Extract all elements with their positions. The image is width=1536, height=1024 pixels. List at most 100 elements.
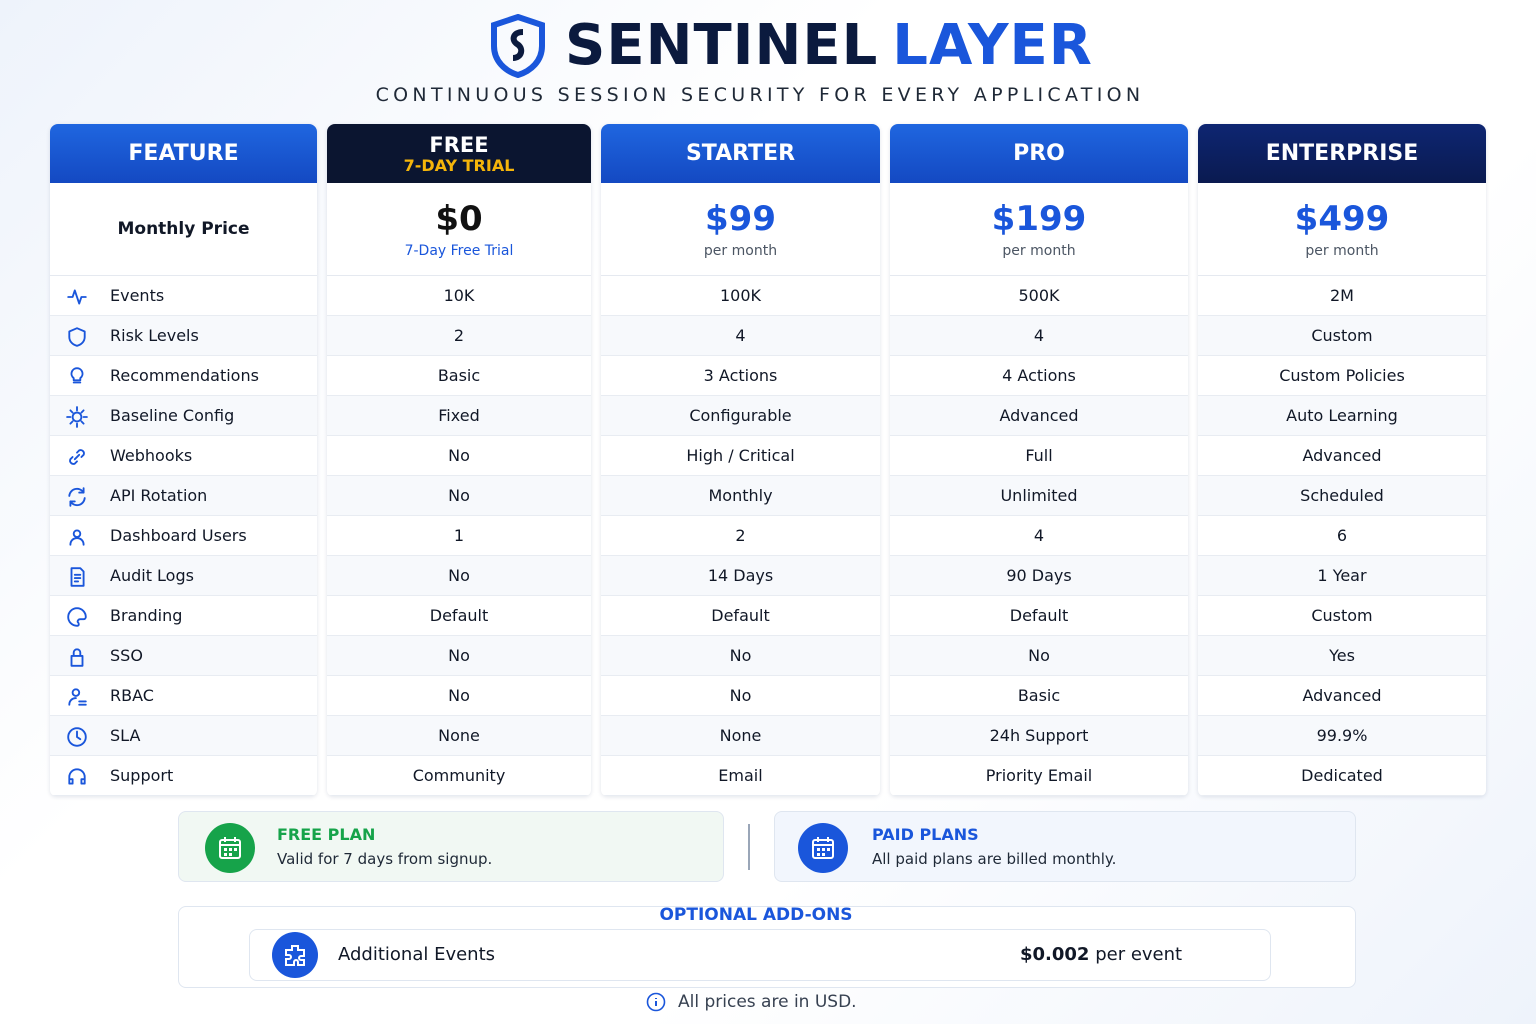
- icon: [272, 932, 318, 978]
- feature-cell: SSO: [50, 636, 317, 676]
- brand-part: SENTINEL: [565, 13, 879, 78]
- value-cell: Default: [890, 596, 1188, 636]
- value-cell: 10K: [327, 276, 591, 316]
- price-cell: $99 per month: [601, 183, 880, 276]
- addon-price: $0.002 per event: [1020, 944, 1182, 965]
- plan-column: FREE 7-DAY TRIAL $0 7-Day Free Trial 10K 2 Bas…: [327, 124, 591, 796]
- value-cell: Basic: [327, 356, 591, 396]
- value-cell: No: [890, 636, 1188, 676]
- feature-cell: Baseline Config: [50, 396, 317, 436]
- price-note: per month: [1305, 243, 1379, 259]
- column-header: FEATURE: [50, 124, 317, 183]
- brand: SENTINEL LAYER: [565, 14, 1093, 78]
- price-label: Monthly Price: [117, 219, 250, 239]
- plan-column: PRO $199 per month 500K 4 4 Actions Advanced Fu…: [890, 124, 1188, 796]
- feature-icon: [67, 607, 87, 627]
- value-cell: 2M: [1198, 276, 1486, 316]
- footer: All prices are in USD.: [646, 992, 857, 1012]
- price-amount: $0: [435, 199, 483, 239]
- price-amount: $499: [1294, 199, 1390, 239]
- feature-icon: [68, 487, 86, 507]
- column-title: STARTER: [685, 141, 796, 166]
- value-cell: Email: [601, 756, 880, 796]
- feature-icon: [69, 529, 85, 546]
- value-cell: No: [601, 676, 880, 716]
- feature-cell: Audit Logs: [50, 556, 317, 596]
- column-title: PRO: [1013, 141, 1065, 166]
- value-cell: 24h Support: [890, 716, 1188, 756]
- column-header: PRO: [890, 124, 1188, 183]
- column-header: STARTER: [601, 124, 880, 183]
- value-cell: Default: [601, 596, 880, 636]
- feature-icon: [70, 648, 84, 667]
- value-cell: Yes: [1198, 636, 1486, 676]
- column-title: FEATURE: [128, 141, 239, 166]
- value-cell: No: [327, 636, 591, 676]
- feature-icon: [68, 688, 87, 706]
- feature-icon: [70, 367, 84, 384]
- value-cell: Full: [890, 436, 1188, 476]
- logo: [491, 14, 545, 78]
- price-note: 7-Day Free Trial: [404, 243, 514, 259]
- feature-cell: Webhooks: [50, 436, 317, 476]
- feature-icon: [70, 567, 85, 587]
- value-cell: 3 Actions: [601, 356, 880, 396]
- value-cell: Custom Policies: [1198, 356, 1486, 396]
- value-cell: 4: [601, 316, 880, 356]
- price-cell: $0 7-Day Free Trial: [327, 183, 591, 276]
- value-cell: 4: [890, 316, 1188, 356]
- addon-row: Additional Events $0.002 per event: [249, 929, 1271, 981]
- value-cell: None: [601, 716, 880, 756]
- feature-cell: SLA: [50, 716, 317, 756]
- value-cell: 90 Days: [890, 556, 1188, 596]
- value-cell: Advanced: [1198, 436, 1486, 476]
- price-cell: $499 per month: [1198, 183, 1486, 276]
- value-cell: Unlimited: [890, 476, 1188, 516]
- value-cell: Default: [327, 596, 591, 636]
- brand-part: LAYER: [892, 13, 1093, 78]
- feature-icon: [68, 768, 86, 785]
- note-card: FREE PLAN Valid for 7 days from signup.: [178, 811, 724, 882]
- feature-cell: Dashboard Users: [50, 516, 317, 556]
- price-note: per month: [1002, 243, 1076, 259]
- value-cell: Custom: [1198, 316, 1486, 356]
- value-cell: 4: [890, 516, 1188, 556]
- addons-card: OPTIONAL ADD-ONS Additional Events $0.00…: [178, 905, 1356, 988]
- value-cell: Monthly: [601, 476, 880, 516]
- feature-cell: Support: [50, 756, 317, 796]
- value-cell: High / Critical: [601, 436, 880, 476]
- column-header: ENTERPRISE: [1198, 124, 1486, 183]
- column-title: ENTERPRISE: [1265, 141, 1419, 166]
- price-cell: $199 per month: [890, 183, 1188, 276]
- plan-column: FEATURE Monthly Price Events Risk Levels Rec…: [50, 124, 317, 796]
- value-cell: 6: [1198, 516, 1486, 556]
- feature-cell: RBAC: [50, 676, 317, 716]
- plan-column: STARTER $99 per month 100K 4 3 Actions Configu…: [601, 124, 880, 796]
- feature-icon: [69, 449, 85, 465]
- plan-column: ENTERPRISE $499 per month 2M Custom Custom Po…: [1198, 124, 1486, 796]
- feature-icon: [68, 327, 86, 347]
- value-cell: 99.9%: [1198, 716, 1486, 756]
- value-cell: Advanced: [1198, 676, 1486, 716]
- note-text: All paid plans are billed monthly.: [872, 850, 1117, 868]
- value-cell: Community: [327, 756, 591, 796]
- value-cell: 14 Days: [601, 556, 880, 596]
- value-cell: Scheduled: [1198, 476, 1486, 516]
- addon-unit: per event: [1095, 944, 1183, 965]
- note-text: Valid for 7 days from signup.: [277, 850, 493, 868]
- addons-title: OPTIONAL ADD-ONS: [659, 905, 853, 925]
- feature-icon: [67, 289, 87, 305]
- value-cell: None: [327, 716, 591, 756]
- price-note: per month: [703, 243, 778, 259]
- value-cell: Dedicated: [1198, 756, 1486, 796]
- value-cell: Basic: [890, 676, 1188, 716]
- value-cell: 2: [601, 516, 880, 556]
- icon: [205, 823, 255, 873]
- value-cell: No: [327, 436, 591, 476]
- price-amount: $199: [991, 199, 1087, 239]
- value-cell: Advanced: [890, 396, 1188, 436]
- value-cell: No: [327, 676, 591, 716]
- feature-icon: [66, 406, 88, 428]
- column-header: FREE 7-DAY TRIAL: [327, 124, 591, 183]
